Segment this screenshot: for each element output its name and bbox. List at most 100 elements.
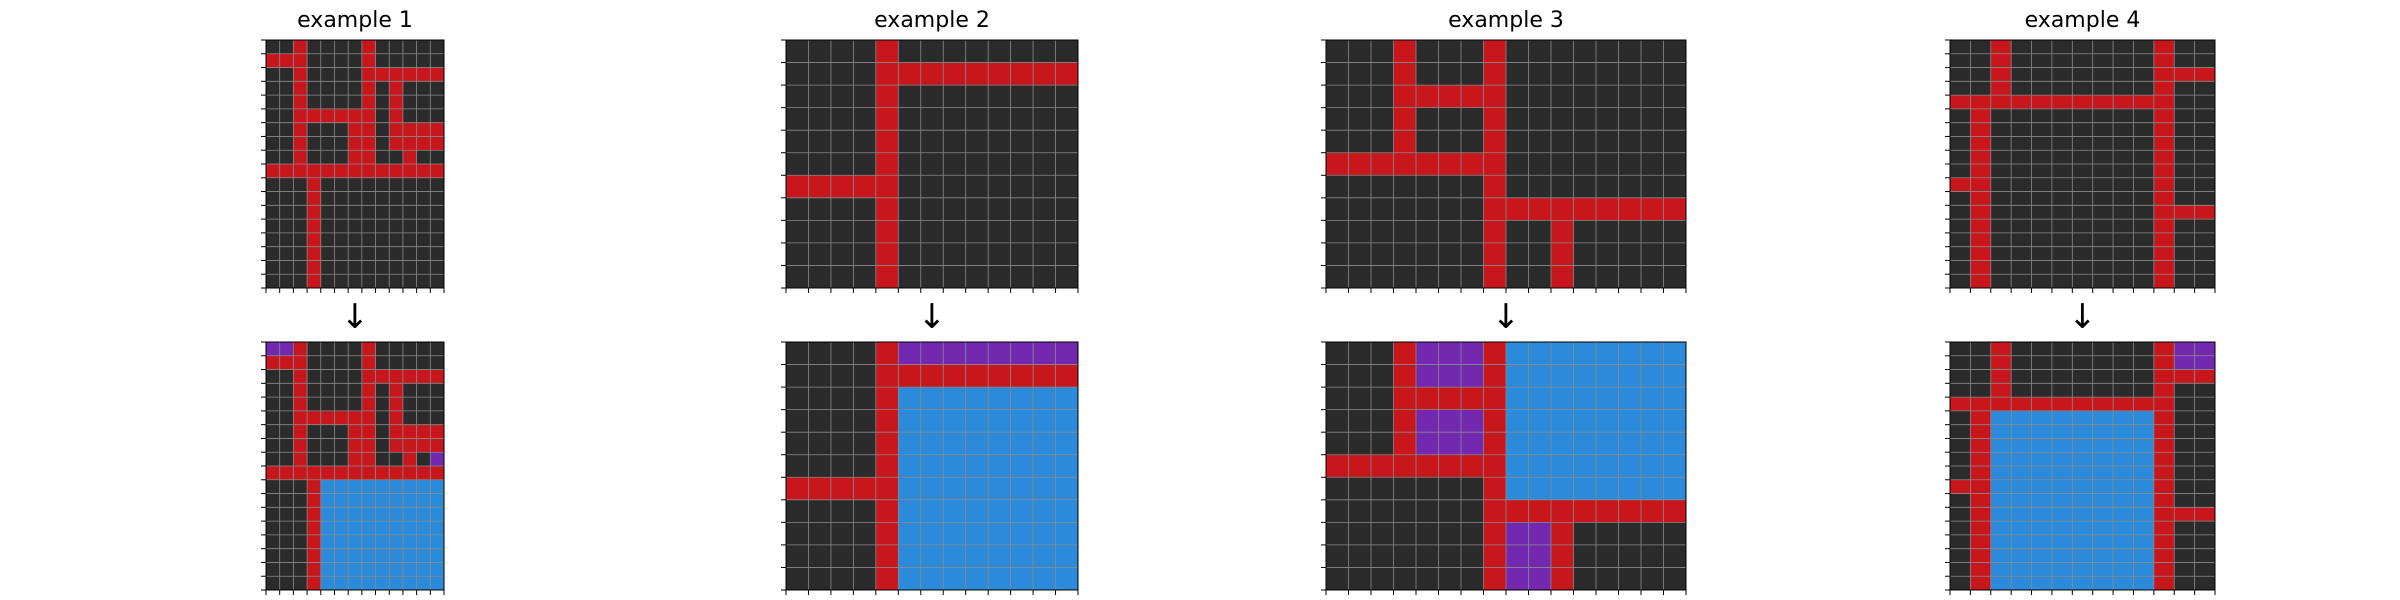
- example-3-output-cell: [1551, 544, 1574, 568]
- example-2-input-cell: [875, 40, 899, 63]
- example-2-output-cell: [898, 342, 922, 365]
- example-4-output-cell: [1950, 493, 1971, 508]
- example-1-input-cell: [348, 81, 363, 96]
- example-3-input-frame: [1325, 39, 1687, 289]
- example-2-output-cell: [1055, 409, 1079, 433]
- example-3-output-cell: [1528, 544, 1552, 568]
- example-4-output-cell: [2113, 548, 2134, 563]
- example-4-input-cell: [2133, 274, 2155, 289]
- example-3-output-frame: [1325, 341, 1687, 591]
- example-2-input-cell: [1033, 40, 1056, 63]
- example-4-input-cell: [1970, 246, 1992, 261]
- example-4-input-cell: [2051, 122, 2073, 137]
- example-4-output-cell: [2133, 576, 2155, 591]
- example-1-input-cell: [348, 219, 363, 234]
- example-3-output-cell: [1663, 454, 1687, 478]
- example-1-output-cell: [375, 424, 390, 439]
- example-1-input-cell: [334, 274, 349, 289]
- example-2-output-cell: [830, 364, 854, 388]
- example-1-output-cell: [307, 521, 322, 536]
- example-1-output-cell: [293, 562, 308, 577]
- example-3-output-cell: [1483, 522, 1507, 546]
- example-4-input-cell: [2133, 122, 2155, 137]
- example-2-output-cell: [853, 409, 877, 433]
- example-2-output-cell: [875, 342, 899, 365]
- example-4-output-cell: [2153, 410, 2175, 425]
- example-1-input-cell: [361, 67, 376, 82]
- example-1-input-cell: [348, 246, 363, 261]
- example-1-input-cell: [266, 53, 280, 68]
- example-2-output-cell: [875, 454, 899, 478]
- example-4-input-cell: [1970, 95, 1992, 110]
- example-3-output-cell: [1326, 567, 1349, 591]
- example-1-output-cell: [266, 355, 280, 370]
- example-4-output-cell: [2133, 521, 2155, 536]
- example-2-output-cell: [965, 522, 989, 546]
- example-3-output-cell: [1416, 364, 1439, 388]
- example-4-input-cell: [2031, 274, 2053, 289]
- example-3-output-cell: [1596, 544, 1619, 568]
- example-4-output-cell: [2133, 548, 2155, 563]
- example-1-output-cell: [402, 342, 417, 357]
- example-1-input-cell: [402, 164, 417, 179]
- example-3-output-cell: [1393, 364, 1417, 388]
- example-2-output-cell: [1033, 522, 1056, 546]
- example-3-output-cell: [1438, 432, 1462, 456]
- example-2-input-cell: [943, 85, 966, 108]
- example-4-input-cell: [2072, 150, 2093, 165]
- example-4-output-cell: [2072, 493, 2093, 508]
- example-1-output-cell: [430, 397, 445, 412]
- example-4-output-cell: [1970, 383, 1992, 398]
- example-2-output-cell: [1010, 409, 1034, 433]
- example-4-output-cell: [1950, 452, 1971, 467]
- example-3-output-cell: [1663, 364, 1687, 388]
- example-3-output-cell: [1551, 454, 1574, 478]
- example-4-output-cell: [2051, 342, 2073, 357]
- example-4-input-cell: [2113, 67, 2134, 82]
- example-2-output-cell: [1033, 364, 1056, 388]
- example-3-output-cell: [1506, 409, 1529, 433]
- example-1-input-cell: [307, 274, 322, 289]
- example-1-input-cell: [389, 177, 404, 192]
- example-4-input-cell: [2174, 246, 2195, 261]
- example-2-output-cell: [1010, 387, 1034, 410]
- example-4-output-cell: [2133, 493, 2155, 508]
- example-2-output-cell: [786, 387, 809, 410]
- example-2-output-cell: [1055, 454, 1079, 478]
- example-1-output-cell: [430, 534, 445, 549]
- example-1-output-cell: [348, 466, 363, 481]
- example-1-output-cell: [334, 452, 349, 467]
- example-2-input-cell: [943, 265, 966, 289]
- example-1-output-cell: [279, 521, 294, 536]
- example-2-output-cell: [1033, 432, 1056, 456]
- example-1-input-cell: [416, 177, 431, 192]
- example-1-input-cell: [320, 232, 335, 247]
- example-4-input-cell: [2072, 232, 2093, 247]
- example-4-input-cell: [2174, 191, 2195, 206]
- example-2-output-cell: [830, 522, 854, 546]
- example-3-output-cell: [1573, 342, 1597, 365]
- example-1-input-cell: [334, 122, 349, 137]
- example-1-output-cell: [348, 397, 363, 412]
- example-4-output-cell: [2051, 383, 2073, 398]
- example-3-output-cell: [1573, 432, 1597, 456]
- example-1-output-cell: [389, 479, 404, 494]
- example-1-input-cell: [416, 274, 431, 289]
- example-1-input-cell: [334, 246, 349, 261]
- example-2-output-cell: [1033, 387, 1056, 410]
- example-1-input-cell: [266, 95, 280, 110]
- example-1-output-cell: [389, 507, 404, 522]
- example-1-output-cell: [266, 466, 280, 481]
- example-2-output-cell: [943, 409, 966, 433]
- example-2-output-grid: [781, 341, 1079, 595]
- example-4-output-cell: [2174, 576, 2195, 591]
- example-3-output-cell: [1371, 342, 1394, 365]
- example-3-input-cell: [1641, 85, 1664, 108]
- example-4-output-cell: [2113, 493, 2134, 508]
- example-3-output-cell: [1371, 544, 1394, 568]
- example-3-input-cell: [1416, 175, 1439, 199]
- example-1-output-cell: [279, 397, 294, 412]
- example-2-input-cell: [1010, 40, 1034, 63]
- example-4-input-cell: [1970, 67, 1992, 82]
- example-3-output-cell: [1506, 522, 1529, 546]
